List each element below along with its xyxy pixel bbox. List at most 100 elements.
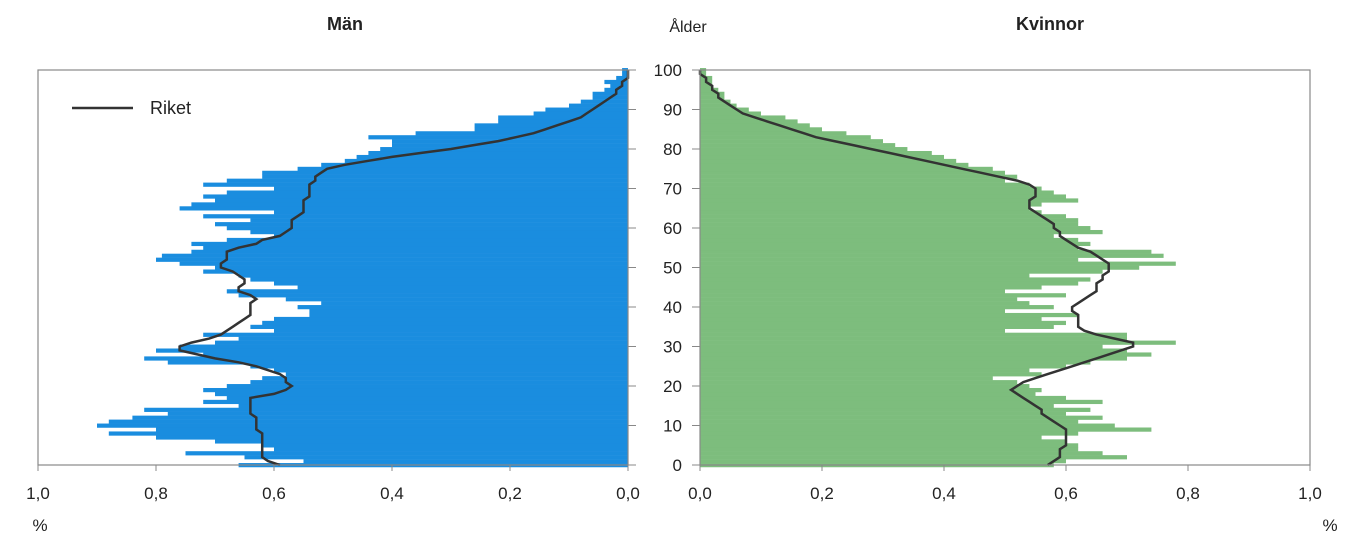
women-bar-age-80 — [700, 147, 908, 152]
women-bar-age-68 — [700, 194, 1066, 199]
men-bar-age-76 — [321, 162, 628, 168]
women-bar-age-96 — [700, 83, 713, 89]
women-bar-age-10 — [700, 423, 1115, 428]
men-bar-age-32 — [238, 336, 628, 341]
men-bar-age-18 — [215, 391, 628, 397]
women-bar-age-24 — [700, 368, 1030, 373]
men-bar-age-7 — [156, 435, 628, 440]
men-bar-age-13 — [167, 411, 629, 416]
women-bar-age-15 — [700, 403, 1054, 409]
women-bar-age-41 — [700, 301, 1030, 306]
men-bar-age-9 — [156, 427, 628, 432]
age-tick-label: 50 — [663, 259, 682, 278]
women-bar-age-33 — [700, 332, 1127, 337]
women-bar-age-38 — [700, 312, 1079, 318]
women-bar-age-9 — [700, 427, 1152, 432]
women-x-tick-label: 0,2 — [810, 484, 834, 503]
women-bar-age-1 — [700, 459, 1066, 464]
women-bar-age-90 — [700, 107, 749, 112]
women-bar-age-54 — [700, 249, 1152, 254]
men-bar-age-20 — [226, 384, 629, 389]
men-bar-age-25 — [250, 364, 628, 369]
women-bar-age-77 — [700, 158, 957, 164]
women-bar-age-71 — [700, 182, 1030, 187]
men-bar-age-28 — [203, 352, 628, 357]
age-tick-label: 30 — [663, 338, 682, 357]
men-bar-age-21 — [250, 380, 628, 385]
women-bar-age-93 — [700, 95, 725, 100]
men-bar-age-69 — [226, 190, 629, 195]
men-bar-age-64 — [274, 210, 628, 215]
men-bar-age-10 — [97, 423, 628, 428]
women-bar-age-61 — [700, 222, 1079, 227]
men-bar-age-89 — [533, 111, 628, 116]
men-panel: 1,0 0,8 0,6 0,4 0,2 0,0 — [26, 68, 640, 503]
women-bar-age-16 — [700, 399, 1103, 405]
men-bar-age-19 — [203, 387, 628, 393]
women-bar-age-37 — [700, 316, 1042, 322]
women-bar-age-72 — [700, 178, 1005, 183]
women-bar-age-74 — [700, 170, 1005, 175]
men-bar-age-68 — [203, 194, 628, 199]
women-bar-age-17 — [700, 395, 1066, 401]
men-bar-age-54 — [191, 249, 628, 254]
men-bar-age-70 — [274, 186, 628, 191]
men-bar-age-88 — [498, 115, 628, 120]
women-bar-age-85 — [700, 127, 822, 132]
women-bar-age-36 — [700, 320, 1066, 326]
women-bar-age-91 — [700, 103, 737, 108]
women-bar-age-49 — [700, 269, 1103, 274]
women-bar-age-13 — [700, 411, 1066, 416]
women-bar-age-60 — [700, 226, 1091, 231]
men-riket-line — [178, 70, 630, 467]
men-bar-age-33 — [203, 332, 628, 337]
women-bar-age-46 — [700, 281, 1079, 286]
women-x-tick-label: 0,4 — [932, 484, 956, 503]
men-bar-age-72 — [226, 178, 629, 183]
men-bar-age-26 — [167, 360, 629, 365]
women-bar-age-73 — [700, 174, 1018, 179]
women-bar-age-21 — [700, 380, 1018, 385]
men-bar-age-16 — [203, 399, 628, 405]
men-bar-age-3 — [185, 451, 628, 456]
women-bar-age-45 — [700, 285, 1042, 290]
men-bar-age-90 — [545, 107, 628, 112]
women-bar-age-5 — [700, 443, 1079, 448]
women-bar-age-81 — [700, 143, 896, 148]
women-bar-age-50 — [700, 265, 1140, 270]
men-bar-age-77 — [344, 158, 628, 164]
men-bar-age-65 — [179, 206, 628, 211]
men-bars — [97, 68, 629, 468]
women-bar-age-34 — [700, 328, 1005, 333]
men-bar-age-42 — [285, 297, 628, 302]
men-bar-age-24 — [274, 368, 628, 373]
men-bar-age-34 — [274, 328, 628, 333]
women-bar-age-14 — [700, 407, 1091, 412]
age-axis-label: Ålder — [669, 17, 707, 36]
women-x-tick-label: 0,6 — [1054, 484, 1078, 503]
women-bar-age-31 — [700, 340, 1176, 345]
men-bar-age-56 — [191, 241, 628, 247]
age-tick-label: 70 — [663, 180, 682, 199]
women-bar-age-66 — [700, 202, 1042, 207]
men-x-tick-label: 1,0 — [26, 484, 50, 503]
women-x-tick-label: 0,8 — [1176, 484, 1200, 503]
women-bar-age-48 — [700, 273, 1030, 278]
men-bar-age-44 — [226, 289, 629, 294]
men-bar-age-2 — [244, 455, 628, 460]
men-bar-age-53 — [161, 253, 628, 258]
men-bar-age-12 — [132, 415, 628, 420]
women-bar-age-52 — [700, 257, 1079, 262]
men-bar-age-79 — [368, 150, 628, 156]
age-tick-label: 80 — [663, 140, 682, 159]
women-bar-age-99 — [700, 71, 707, 77]
women-x-ticks: 0,0 0,2 0,4 0,6 0,8 1,0 — [688, 465, 1322, 503]
women-bar-age-7 — [700, 435, 1042, 440]
women-unit-label: % — [1322, 516, 1337, 535]
women-bar-age-28 — [700, 352, 1152, 357]
men-bar-age-86 — [474, 123, 628, 128]
women-bar-age-3 — [700, 451, 1103, 456]
women-bar-age-86 — [700, 123, 810, 128]
women-panel-title: Kvinnor — [1016, 14, 1084, 34]
